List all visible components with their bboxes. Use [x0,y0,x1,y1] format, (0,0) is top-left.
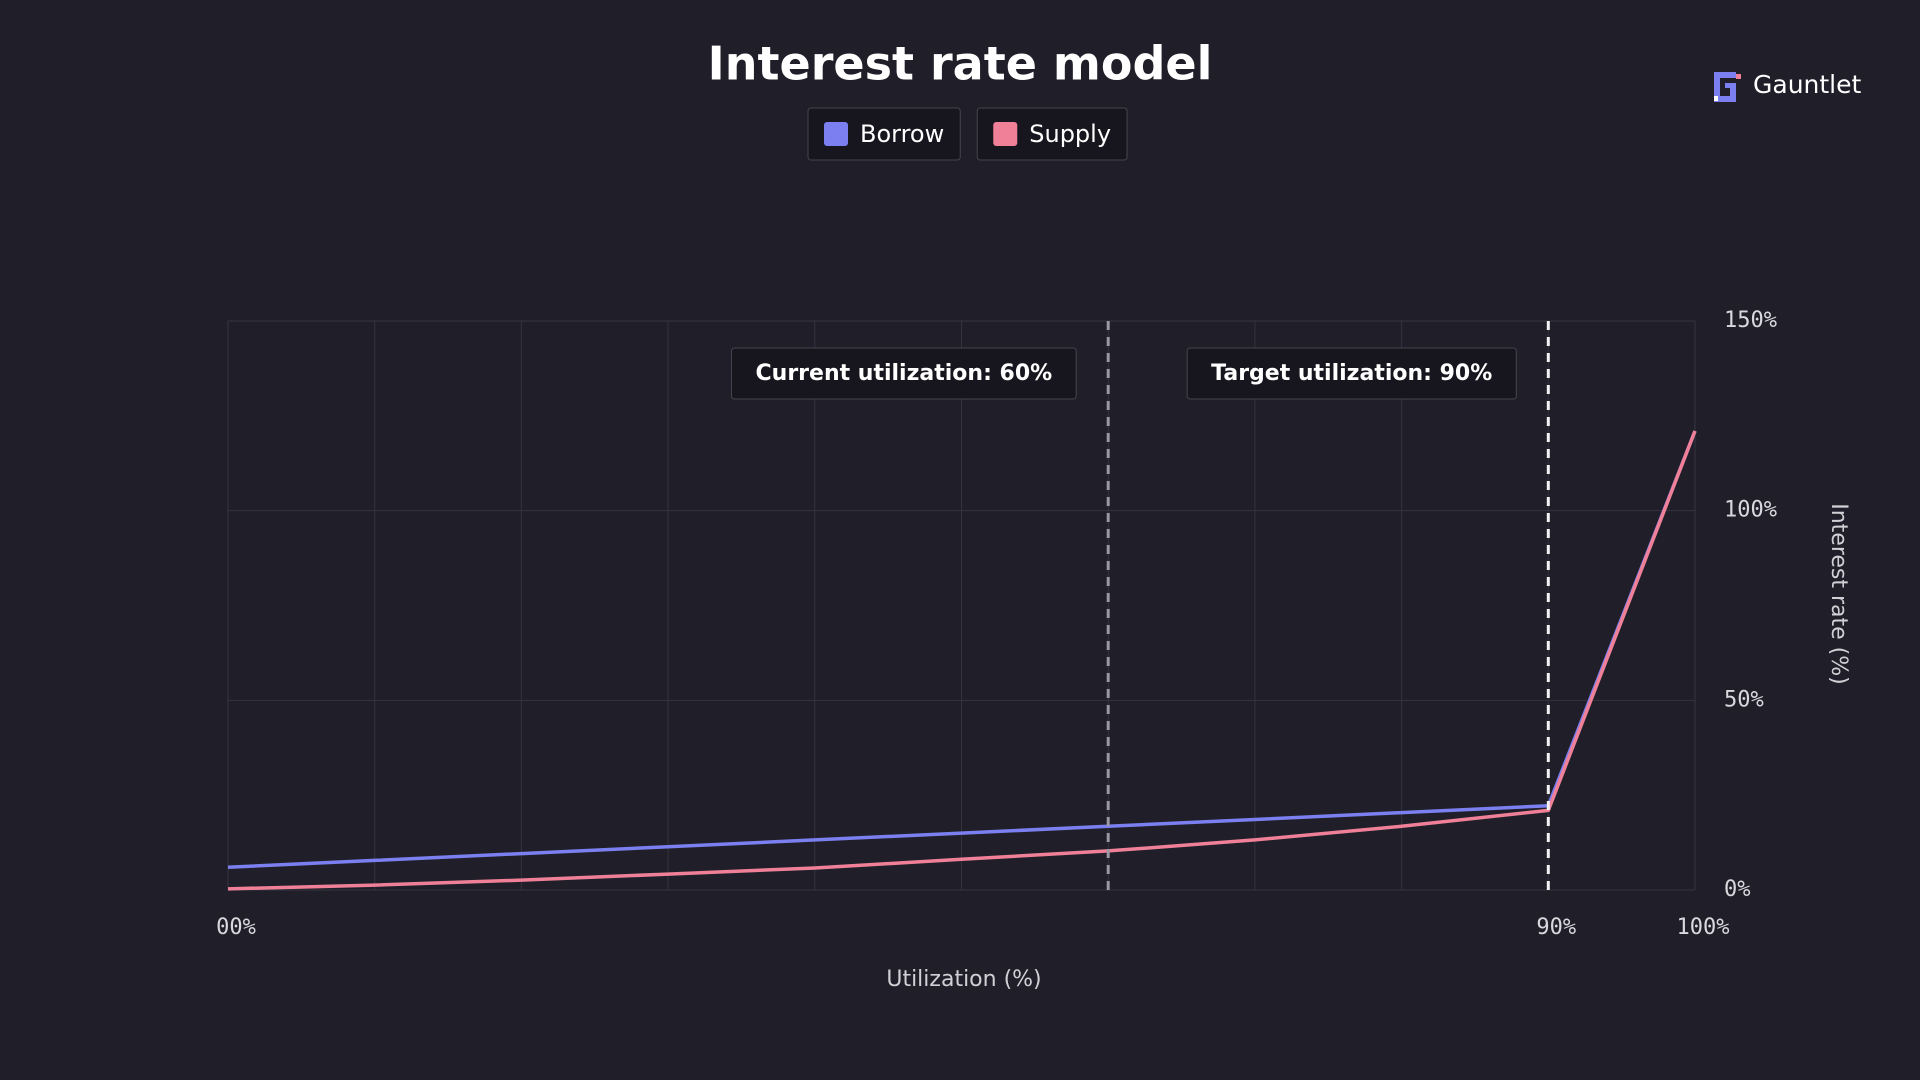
logo: Gauntlet [1714,70,1862,102]
legend-label: Borrow [860,120,944,148]
legend-box [976,107,1128,161]
logo-dot [1736,74,1741,79]
chart-title: Interest rate model [708,37,1213,91]
x-tick-label: 100% [1677,915,1730,940]
y-tick-label: 100% [1724,498,1777,523]
brand: Gauntlet [1753,70,1862,99]
legend-swatch [824,122,848,146]
legend-label: Supply [1029,120,1111,148]
y-tick-label: 150% [1724,308,1777,333]
annotation-label: Current utilization: 60% [756,361,1053,386]
legend-item: Supply [976,107,1128,161]
annotation-box [1186,347,1517,400]
legend-box [807,107,961,161]
logo-icon [1714,72,1736,102]
annotation: Current utilization: 60% [731,347,1077,400]
logo-dot [1714,96,1718,101]
x-tick-label: 90% [1536,915,1576,940]
annotation: Target utilization: 90% [1186,347,1517,400]
x-tick-label: 00% [216,915,256,940]
y-tick-label: 50% [1724,687,1764,712]
y-tick-label: 0% [1724,877,1751,902]
annotation-label: Target utilization: 90% [1211,361,1492,386]
y-axis-label: Interest rate (%) [1826,503,1851,685]
x-axis-label: Utilization (%) [886,967,1041,992]
legend-swatch [993,122,1018,146]
annotation-box [731,347,1077,400]
series-line [227,430,1697,891]
legend-item: Borrow [807,107,961,161]
series-line [227,430,1697,869]
